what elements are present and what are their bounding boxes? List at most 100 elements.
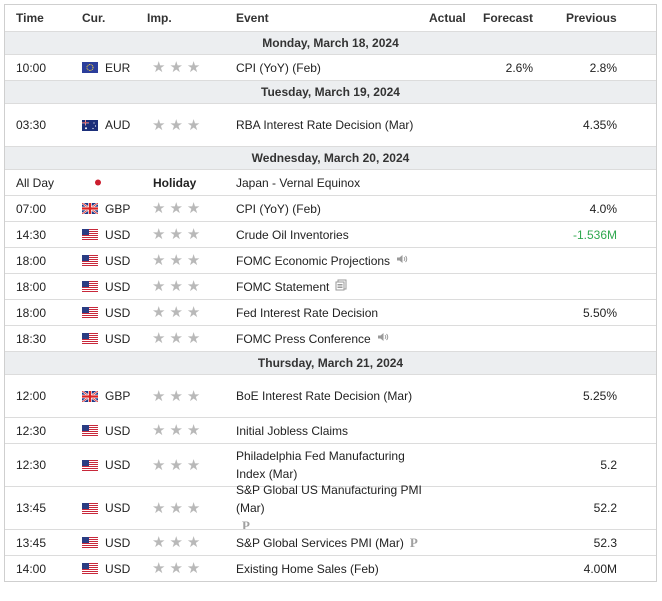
us-flag-icon (82, 459, 98, 471)
header-importance[interactable]: Imp. (147, 11, 172, 25)
event-row[interactable]: 13:45 USD ★ ★ ★ S&P Global Services PMI (Mar)… (5, 529, 656, 555)
uk-flag-icon (81, 389, 99, 403)
star-icon: ★ (186, 387, 201, 405)
star-icon: ★ (169, 200, 183, 217)
event-previous (535, 274, 617, 299)
event-row[interactable]: 12:30 USD ★ ★ ★ Philadelphia Fed Manufacturin… (5, 443, 656, 486)
event-actual (425, 222, 467, 247)
event-currency: AUD (82, 104, 144, 146)
event-row[interactable]: 03:30 AUD ★ ★ ★ RBA Interest Rate Decision (M… (5, 103, 656, 146)
speaker-icon[interactable] (396, 252, 408, 270)
document-icon[interactable] (335, 278, 347, 296)
importance-rating: ★ ★ ★ (147, 375, 231, 417)
star-icon: ★ (186, 226, 201, 243)
event-name[interactable]: Crude Oil Inventories (236, 227, 349, 242)
importance-rating: ★ ★ ★ (147, 104, 231, 146)
event-name[interactable]: Initial Jobless Claims (236, 423, 349, 438)
currency-code: USD (105, 423, 131, 438)
event-cell: S&P Global US Manufacturing PMI (Mar) P (236, 483, 426, 533)
event-name[interactable]: Fed Interest Rate Decision (236, 305, 379, 320)
event-name[interactable]: RBA Interest Rate Decision (Mar) (236, 118, 414, 132)
event-time: 13:45 (16, 535, 47, 550)
header-event[interactable]: Event (236, 11, 269, 25)
event-currency: USD (82, 556, 144, 581)
event-name[interactable]: CPI (YoY) (Feb) (236, 201, 321, 216)
event-name[interactable]: Japan - Vernal Equinox (236, 175, 361, 190)
event-row[interactable]: 10:00 EUR ★ ★ ★ CPI (YoY) (Feb) 2.6% 2.8% (5, 54, 656, 80)
speaker-icon[interactable] (377, 330, 389, 348)
event-currency (82, 170, 144, 195)
event-row[interactable]: 13:45 USD ★ ★ ★ S&P Global US Manufacturing P… (5, 483, 656, 533)
event-row[interactable]: 07:00 GBP ★ ★ ★ CPI (YoY) (Feb) 4.0% (5, 195, 656, 221)
event-name[interactable]: Philadelphia Fed Manufacturing Index (Ma… (236, 449, 405, 481)
currency-code: USD (105, 253, 131, 268)
event-row[interactable]: 18:00 USD ★ ★ ★ FOMC Statement (5, 273, 656, 299)
event-previous: 52.3 (593, 535, 617, 550)
event-forecast (465, 444, 533, 486)
event-row[interactable]: 18:00 USD ★ ★ ★ Fed Interest Rate Decision 5.5… (5, 299, 656, 325)
event-time: 10:00 (16, 60, 47, 75)
preliminary-icon[interactable]: P (242, 518, 250, 533)
event-name[interactable]: FOMC Press Conference (236, 331, 371, 346)
event-forecast: 2.6% (505, 60, 533, 75)
currency-code: EUR (105, 60, 131, 75)
star-icon: ★ (169, 278, 183, 295)
importance-rating: ★ ★ ★ (147, 300, 231, 325)
event-row[interactable]: 18:00 USD ★ ★ ★ FOMC Economic Projections (5, 247, 656, 273)
event-row[interactable]: 14:30 USD ★ ★ ★ Crude Oil Inventories -1.536M (5, 221, 656, 247)
importance-rating: ★ ★ ★ (147, 556, 231, 581)
header-previous[interactable]: Previous (566, 11, 617, 25)
star-icon: ★ (152, 59, 166, 76)
event-row[interactable]: All Day Holiday Japan - Vernal Equinox (5, 169, 656, 195)
event-time: 18:30 (16, 331, 47, 346)
currency-code: USD (105, 458, 131, 472)
event-name[interactable]: S&P Global Services PMI (Mar) (236, 535, 404, 550)
star-icon: ★ (169, 59, 183, 76)
header-time[interactable]: Time (16, 11, 44, 25)
star-icon: ★ (169, 499, 183, 517)
event-previous: 4.0% (589, 201, 617, 216)
header-forecast[interactable]: Forecast (483, 11, 534, 25)
event-time: 14:30 (16, 227, 47, 242)
event-forecast (465, 418, 533, 443)
currency-code: USD (105, 305, 131, 320)
star-icon: ★ (186, 534, 201, 551)
event-row[interactable]: 14:00 USD ★ ★ ★ Existing Home Sales (Feb) 4.00… (5, 555, 656, 581)
event-name[interactable]: S&P Global US Manufacturing PMI (Mar) (236, 483, 422, 515)
event-actual (425, 104, 467, 146)
event-name[interactable]: FOMC Economic Projections (236, 253, 391, 268)
event-row[interactable]: 12:00 GBP ★ ★ ★ BoE Interest Rate Decision (M… (5, 374, 656, 417)
us-flag-icon (82, 425, 98, 436)
star-icon: ★ (169, 560, 183, 577)
event-name[interactable]: CPI (YoY) (Feb) (236, 60, 321, 75)
star-icon: ★ (186, 560, 201, 577)
event-forecast (465, 556, 533, 581)
star-icon: ★ (152, 252, 166, 269)
us-flag-icon (82, 502, 98, 514)
star-icon: ★ (169, 330, 183, 347)
header-currency[interactable]: Cur. (82, 11, 106, 25)
australia-flag-icon (82, 119, 98, 131)
event-row[interactable]: 12:30 USD ★ ★ ★ Initial Jobless Claims (5, 417, 656, 443)
event-name[interactable]: Existing Home Sales (Feb) (236, 561, 379, 576)
event-name[interactable]: FOMC Statement (236, 279, 330, 294)
event-row[interactable]: 18:30 USD ★ ★ ★ FOMC Press Conference (5, 325, 656, 351)
event-cell: BoE Interest Rate Decision (Mar) (236, 375, 426, 417)
star-icon: ★ (186, 499, 201, 517)
star-icon: ★ (169, 387, 183, 405)
currency-code: USD (105, 561, 131, 576)
preliminary-icon[interactable]: P (409, 534, 418, 550)
event-cell: Japan - Vernal Equinox (236, 170, 426, 195)
event-previous: 4.00M (583, 561, 617, 576)
event-name[interactable]: BoE Interest Rate Decision (Mar) (236, 389, 413, 403)
header-actual[interactable]: Actual (429, 11, 466, 25)
importance-rating: ★ ★ ★ (147, 55, 231, 80)
event-currency: USD (82, 274, 144, 299)
importance-rating: ★ ★ ★ (147, 248, 231, 273)
us-flag-icon (82, 333, 98, 344)
star-icon: ★ (152, 560, 166, 577)
event-previous (535, 418, 617, 443)
event-forecast (465, 104, 533, 146)
star-icon: ★ (186, 422, 201, 439)
day-header: Tuesday, March 19, 2024 (5, 80, 656, 103)
